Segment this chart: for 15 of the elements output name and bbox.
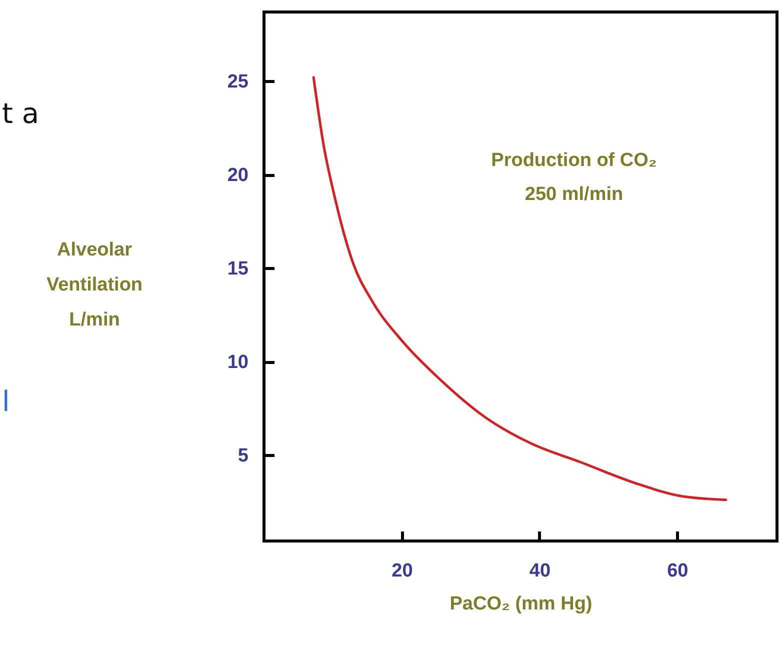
y-axis-title: Alveolar Ventilation L/min [46,240,143,330]
y-tick-label: 20 [227,165,248,186]
line-series [312,76,728,502]
annotation: Production of CO₂ [491,150,657,171]
x-axis-title: PaCO₂ (mm Hg) [450,594,592,614]
x-tick-label: 40 [529,560,551,582]
y-tick-label: 15 [227,258,249,280]
annotation: 250 ml/min [524,184,624,205]
y-tick-label: 10 [227,352,248,374]
text: l [2,385,10,418]
y-tick-label: 5 [238,446,249,467]
text: t a [2,97,40,130]
x-tick-label: 60 [667,560,688,582]
x-tick-label: 20 [392,560,413,582]
y-tick-label: 25 [227,72,249,93]
